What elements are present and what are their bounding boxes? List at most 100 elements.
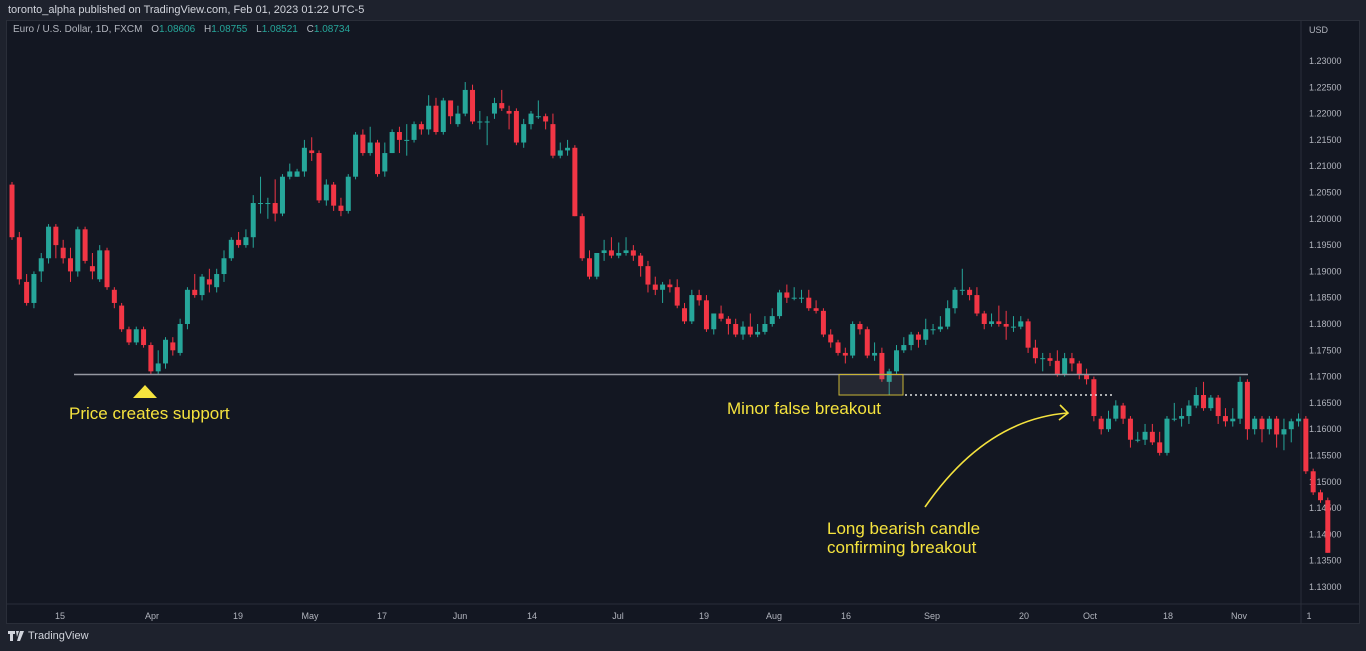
bearish-candle — [16, 237, 22, 280]
bearish-candle — [309, 150, 315, 154]
bearish-candle — [806, 297, 812, 309]
symbol-title: Euro / U.S. Dollar, 1D, FXCM — [13, 24, 143, 35]
bullish-candle — [345, 176, 351, 211]
bearish-candle — [1091, 379, 1097, 417]
bullish-candle — [404, 139, 410, 141]
bullish-candle — [1230, 418, 1236, 422]
bullish-candle — [367, 142, 373, 154]
bearish-candle — [499, 103, 505, 109]
price-tick-label: 1.22500 — [1309, 82, 1342, 92]
brand-label: TradingView — [28, 630, 89, 642]
bullish-candle — [97, 250, 103, 280]
bullish-candle — [989, 321, 995, 324]
bullish-candle — [886, 371, 892, 382]
price-tick-label: 1.19500 — [1309, 240, 1342, 250]
bearish-candle — [784, 292, 790, 298]
bearish-candle — [24, 281, 30, 303]
time-tick-label: Nov — [1231, 611, 1248, 621]
bearish-candle — [1032, 347, 1038, 359]
time-tick-label: Jul — [612, 611, 624, 621]
bearish-candle — [1069, 358, 1075, 364]
bullish-candle — [923, 329, 929, 340]
bearish-candle — [104, 250, 110, 288]
price-tick-label: 1.17000 — [1309, 372, 1342, 382]
price-tick-label: 1.14000 — [1309, 529, 1342, 539]
bullish-candle — [279, 176, 285, 214]
bullish-candle — [46, 226, 52, 259]
bearish-annotation-line2: confirming breakout — [827, 538, 977, 557]
bullish-candle — [221, 258, 227, 275]
bullish-candle — [872, 352, 878, 356]
bearish-candle — [1310, 471, 1316, 493]
time-tick-label: Oct — [1083, 611, 1098, 621]
bullish-candle — [440, 100, 446, 133]
bullish-candle — [791, 297, 797, 299]
bullish-candle — [1193, 395, 1199, 406]
bullish-candle — [594, 252, 600, 277]
bullish-candle — [616, 252, 622, 256]
bullish-candle — [477, 121, 483, 123]
bearish-candle — [586, 258, 592, 277]
bearish-candle — [1303, 418, 1309, 472]
bearish-candle — [864, 329, 870, 356]
bearish-candle — [67, 258, 73, 272]
bullish-candle — [38, 258, 44, 272]
bullish-candle — [908, 334, 914, 346]
bearish-candle — [543, 116, 549, 122]
bullish-candle — [353, 134, 359, 177]
price-tick-label: 1.23000 — [1309, 56, 1342, 66]
bullish-candle — [411, 124, 417, 140]
chart-panel[interactable] — [6, 20, 1360, 624]
bullish-candle — [184, 289, 190, 324]
price-tick-label: 1.22000 — [1309, 109, 1342, 119]
low-value: 1.08521 — [261, 24, 298, 35]
bearish-candle — [1259, 418, 1265, 430]
support-annotation: Price creates support — [69, 404, 230, 423]
bearish-candle — [550, 124, 556, 156]
bearish-candle — [718, 313, 724, 319]
bullish-candle — [1062, 358, 1068, 374]
bearish-candle — [630, 250, 636, 256]
time-tick-label: 18 — [1163, 611, 1173, 621]
bullish-candle — [565, 147, 571, 151]
bullish-candle — [1135, 439, 1141, 441]
bearish-candle — [316, 153, 322, 201]
bullish-candle — [301, 147, 307, 172]
candlestick-chart[interactable]: USD 1.23000 1.22500 1.22000 1.21500 1.21000 1.… — [7, 21, 1359, 623]
bearish-candle — [1201, 395, 1207, 409]
bullish-candle — [1106, 418, 1111, 430]
bullish-candle — [426, 105, 432, 130]
bullish-candle — [1288, 421, 1294, 430]
bullish-candle — [535, 116, 541, 118]
bearish-candle — [60, 247, 66, 259]
price-tick-label: 1.21500 — [1309, 135, 1342, 145]
bearish-candle — [915, 334, 921, 340]
bullish-candle — [163, 339, 169, 364]
bearish-candle — [206, 279, 212, 285]
price-tick-label: 1.15000 — [1309, 477, 1342, 487]
bearish-candle — [1244, 381, 1250, 430]
bullish-candle — [258, 203, 264, 205]
bullish-candle — [769, 316, 775, 324]
price-tick-label: 1.20500 — [1309, 188, 1342, 198]
bullish-candle — [1113, 405, 1119, 419]
bearish-candle — [192, 289, 198, 296]
bearish-candle — [1317, 492, 1323, 501]
price-tick-label: 1.20000 — [1309, 214, 1342, 224]
bullish-candle — [945, 308, 951, 327]
bullish-candle — [31, 274, 37, 303]
bullish-candle — [1266, 418, 1272, 430]
bullish-candle — [952, 289, 958, 309]
bearish-candle — [682, 308, 688, 322]
bullish-candle — [389, 132, 395, 154]
bearish-candle — [608, 250, 614, 256]
price-tick-label: 1.16000 — [1309, 424, 1342, 434]
false-breakout-box[interactable] — [838, 373, 904, 396]
bullish-candle — [1208, 397, 1214, 409]
tradingview-brand[interactable]: TradingView — [8, 630, 89, 642]
bullish-candle — [1164, 418, 1170, 453]
bearish-candle — [879, 352, 885, 380]
time-tick-label: Apr — [145, 611, 159, 621]
bullish-candle — [959, 289, 965, 291]
bearish-candle — [433, 105, 439, 133]
